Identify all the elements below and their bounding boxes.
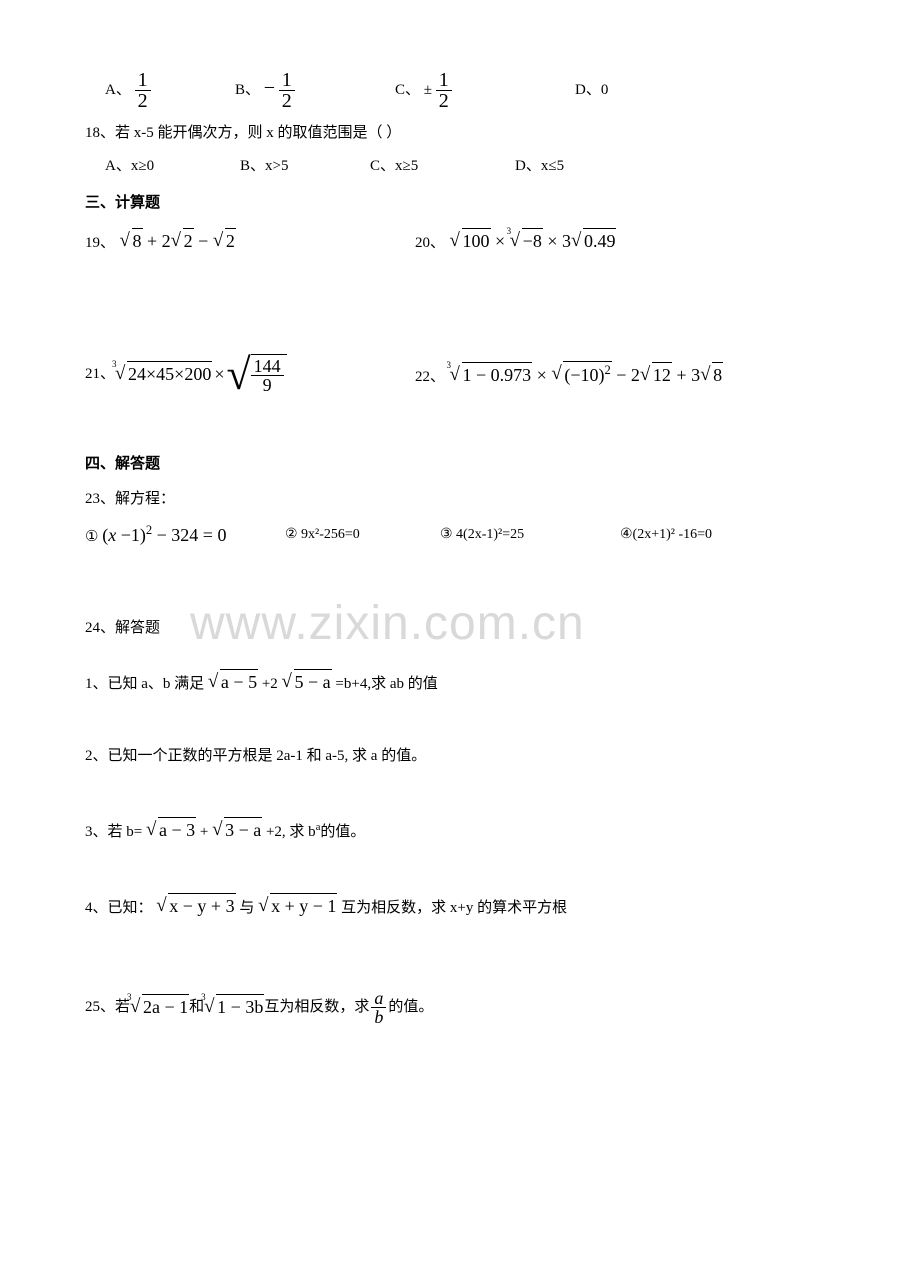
q17-options: A、 12 B、 − 12 C、 ± 12 D、0: [85, 70, 835, 111]
frac-num: 1: [279, 70, 295, 90]
q25-post-pre: 互为相反数，求: [264, 997, 369, 1018]
section-4-heading: 四、解答题: [85, 454, 835, 475]
q24-1-post: =b+4,求 ab 的值: [335, 676, 437, 692]
q25: 25、若 32a − 1 和 31 − 3b 互为相反数，求 ab 的值。: [85, 989, 835, 1026]
frac-den: 2: [135, 90, 151, 111]
q23-4: ④(2x+1)² -16=0: [620, 525, 712, 545]
q24-3-post-pre: +2, 求 b: [266, 824, 316, 840]
frac-den: b: [371, 1007, 386, 1026]
opt-label: B、: [235, 82, 260, 98]
q22-label: 22、: [415, 369, 445, 385]
q18-opt-b: B、x>5: [240, 156, 370, 177]
frac-den: 9: [251, 375, 284, 394]
frac-den: 2: [279, 90, 295, 111]
rad: 1 − 3b: [216, 994, 264, 1020]
q19-label: 19、: [85, 235, 115, 251]
q23-1: ① (x −1)2 − 324 = 0: [85, 522, 285, 548]
q17-opt-d: D、0: [575, 80, 695, 101]
q24-3: 3、若 b= a − 3 + 3 − a +2, 求 ba的值。: [85, 817, 835, 843]
section-3-heading: 三、计算题: [85, 193, 835, 214]
rad: x + y − 1: [270, 893, 337, 919]
q17-opt-a: A、 12: [105, 70, 235, 111]
q20: 20、 100 × 3−8 × 30.49: [415, 228, 616, 254]
q18-options: A、x≥0 B、x>5 C、x≥5 D、x≤5: [85, 156, 835, 177]
rad: a − 5: [220, 669, 258, 695]
q24-4-mid: 与: [239, 900, 258, 916]
q20-label: 20、: [415, 235, 445, 251]
q24-3-mid: +: [200, 824, 212, 840]
q23-label: 23、解方程：: [85, 489, 835, 510]
rad: a − 3: [158, 817, 196, 843]
rad: 3 − a: [224, 817, 262, 843]
rad: 2a − 1: [142, 994, 189, 1020]
opt-label: A、: [105, 82, 131, 98]
frac-num: 144: [251, 357, 284, 375]
q24-2: 2、已知一个正数的平方根是 2a-1 和 a-5, 求 a 的值。: [85, 746, 835, 767]
frac-num: 1: [436, 70, 452, 90]
q24-1: 1、已知 a、b 满足 a − 5 +2 5 − a =b+4,求 ab 的值: [85, 669, 835, 695]
q17-opt-b: B、 − 12: [235, 70, 395, 111]
q19: 19、 8 + 22 − 2: [85, 228, 415, 254]
opt-label: C、 ±: [395, 82, 432, 98]
frac-den: 2: [436, 90, 452, 111]
q18-opt-a: A、x≥0: [105, 156, 240, 177]
rad: x − y + 3: [168, 893, 235, 919]
q24-3-pre: 3、若 b=: [85, 824, 142, 840]
q23-3: ③ 4(2x-1)²=25: [440, 525, 620, 545]
rad: 5 − a: [294, 669, 332, 695]
q25-pre: 25、若: [85, 997, 130, 1018]
frac-num: a: [371, 989, 386, 1007]
q18-stem: 18、若 x-5 能开偶次方，则 x 的取值范围是（ ）: [85, 123, 835, 144]
q24-3-post-suf: 的值。: [320, 824, 365, 840]
q24-label: 24、解答题: [85, 618, 835, 639]
frac-num: 1: [135, 70, 151, 90]
q24-4: 4、已知： x − y + 3 与 x + y − 1 互为相反数，求 x+y …: [85, 893, 835, 919]
q18-opt-c: C、x≥5: [370, 156, 515, 177]
q18-opt-d: D、x≤5: [515, 156, 635, 177]
q21-label: 21、: [85, 364, 115, 385]
q24-1-pre: 1、已知 a、b 满足: [85, 676, 204, 692]
q21: 21、 324×45×200 × √ 1449: [85, 354, 415, 394]
q24-4-pre: 4、已知：: [85, 900, 153, 916]
q24-1-mid: +2: [262, 676, 278, 692]
q23-2: ② 9x²-256=0: [285, 525, 440, 545]
q24-4-post: 互为相反数，求 x+y 的算术平方根: [341, 900, 567, 916]
q25-post-suf: 的值。: [388, 997, 433, 1018]
q22: 22、 31 − 0.973 × (−10)2 − 212 + 38: [415, 361, 723, 388]
q17-opt-c: C、 ± 12: [395, 70, 575, 111]
q23-1-pre: ①: [85, 529, 98, 545]
